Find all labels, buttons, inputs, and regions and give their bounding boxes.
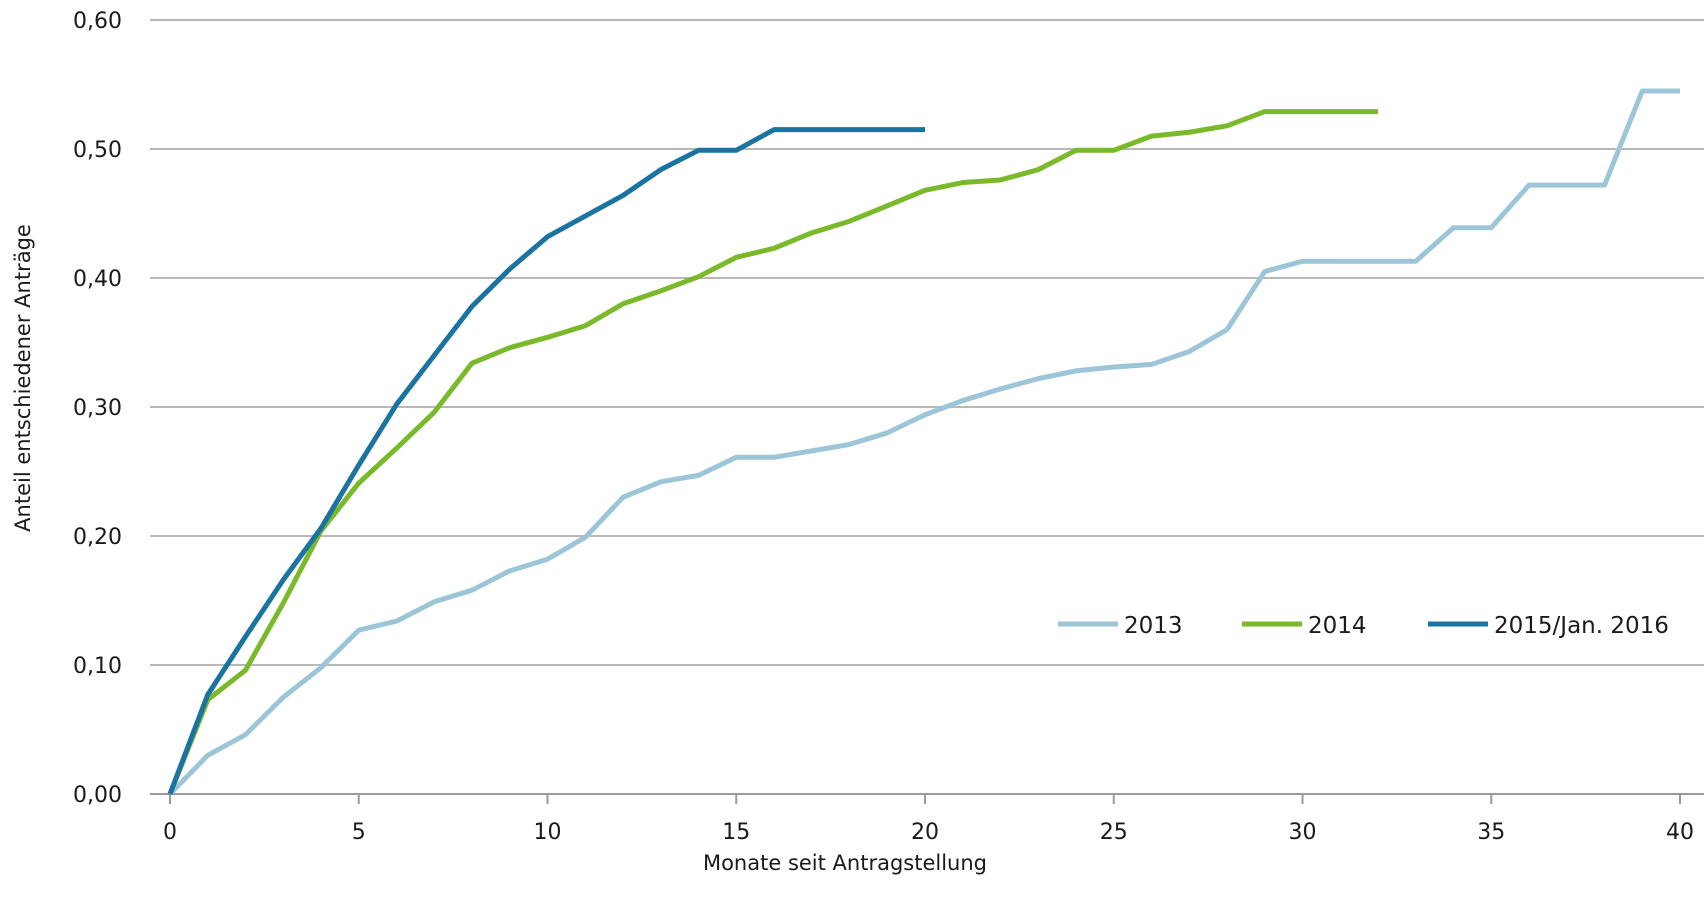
y-axis-title: Anteil entschiedener Anträge (11, 224, 35, 532)
y-tick-label: 0,00 (73, 783, 122, 808)
series-line-2 (167, 127, 925, 795)
series-lines (167, 88, 1680, 796)
legend-label: 2014 (1308, 613, 1367, 639)
y-tick-label: 0,20 (73, 525, 122, 550)
legend-item: 2015/Jan. 2016 (1428, 613, 1669, 639)
x-tick-label: 30 (1289, 820, 1317, 845)
legend-item: 2014 (1242, 613, 1367, 639)
y-tick-label: 0,40 (73, 267, 122, 292)
axes: 0,00 0,10 0,20 0,30 0,40 0,50 0,60 0 5 10 15 20 25 30… (73, 9, 1704, 845)
y-tick-label: 0,10 (73, 654, 122, 679)
x-tick-label: 25 (1100, 820, 1128, 845)
x-tick-label: 10 (534, 820, 562, 845)
y-tick-label: 0,60 (73, 9, 122, 34)
y-tick-label: 0,30 (73, 396, 122, 421)
x-tick-label: 15 (722, 820, 750, 845)
x-tick-label: 20 (911, 820, 939, 845)
legend-label: 2013 (1124, 613, 1183, 639)
legend: 2013 2014 2015/Jan. 2016 (1058, 613, 1669, 639)
x-axis-title: Monate seit Antragstellung (703, 851, 987, 875)
x-tick-label: 5 (352, 820, 366, 845)
legend-label: 2015/Jan. 2016 (1494, 613, 1669, 639)
y-tick-label: 0,50 (73, 138, 122, 163)
x-tick-label: 40 (1666, 820, 1694, 845)
series-line-0 (168, 88, 1680, 796)
legend-item: 2013 (1058, 613, 1183, 639)
series-line-1 (167, 109, 1378, 795)
x-tick-label: 0 (163, 820, 177, 845)
grid (150, 19, 1704, 666)
x-tick-label: 35 (1477, 820, 1505, 845)
